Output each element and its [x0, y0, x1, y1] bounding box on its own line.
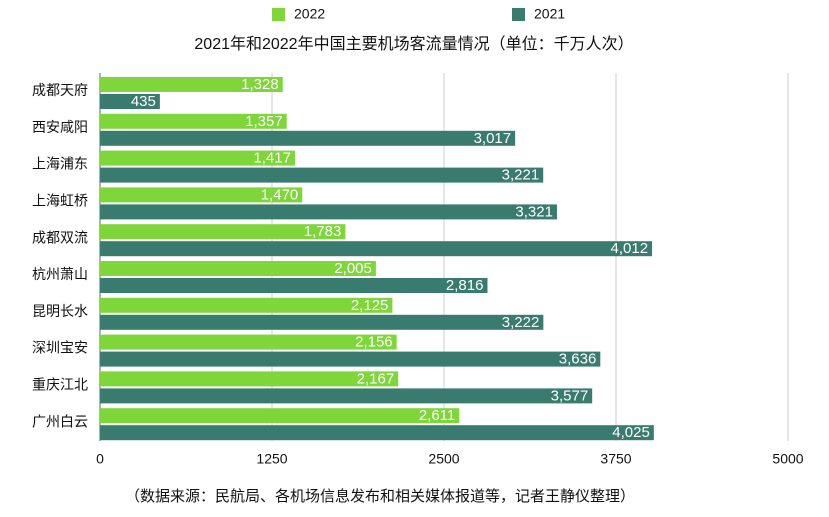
value-label: 1,357 — [245, 113, 283, 130]
bar — [100, 261, 376, 276]
bar — [100, 388, 593, 404]
value-label: 3,222 — [502, 314, 540, 331]
value-label: 2,156 — [355, 334, 393, 351]
y-tick-label: 上海虹桥 — [32, 193, 88, 209]
y-tick-label: 深圳宝安 — [32, 340, 88, 356]
value-label: 2,611 — [419, 407, 455, 424]
value-label: 2,167 — [357, 370, 395, 387]
bar — [100, 224, 346, 240]
y-tick-label: 昆明长水 — [32, 303, 88, 319]
value-label: 2,125 — [351, 297, 389, 314]
bar — [100, 187, 303, 203]
y-tick-label: 杭州萧山 — [32, 266, 88, 282]
bar — [100, 351, 601, 367]
bar — [100, 167, 544, 183]
bar — [100, 297, 393, 313]
y-tick-label: 重庆江北 — [32, 377, 88, 393]
value-label: 2,005 — [334, 260, 372, 277]
y-tick-label: 广州白云 — [32, 413, 88, 429]
value-label: 1,470 — [261, 186, 299, 203]
bar — [100, 425, 654, 441]
x-tick-label: 3750 — [600, 451, 631, 467]
value-label: 3,636 — [559, 351, 597, 368]
x-tick-label: 2500 — [428, 451, 459, 467]
value-label: 4,012 — [611, 240, 649, 257]
x-tick-label: 1250 — [256, 451, 287, 467]
value-label: 1,328 — [241, 76, 279, 93]
value-label: 435 — [131, 93, 156, 110]
value-label: 1,417 — [253, 150, 291, 167]
legend-label: 2021 — [534, 6, 565, 22]
y-tick-label: 成都双流 — [32, 229, 88, 245]
legend-swatch — [272, 8, 285, 21]
legend-label: 2022 — [294, 6, 325, 22]
value-label: 3,017 — [474, 130, 512, 147]
x-tick-label: 0 — [96, 451, 104, 467]
value-label: 1,783 — [304, 223, 342, 240]
bar — [100, 94, 160, 109]
bar — [100, 371, 399, 387]
value-label: 3,577 — [551, 387, 589, 404]
bar — [100, 113, 287, 129]
value-label: 3,321 — [515, 203, 553, 220]
bar — [100, 314, 544, 330]
value-label: 3,221 — [502, 167, 540, 184]
chart-title: 2021年和2022年中国主要机场客流量情况（单位：千万人次） — [194, 35, 633, 53]
bar — [100, 241, 653, 257]
bar — [100, 204, 557, 220]
bar — [100, 130, 516, 146]
value-label: 4,025 — [612, 424, 650, 441]
bar — [100, 334, 397, 350]
y-tick-label: 上海浦东 — [32, 156, 88, 172]
value-label: 2,816 — [446, 277, 484, 294]
legend-swatch — [512, 8, 525, 21]
y-tick-label: 成都天府 — [32, 82, 88, 98]
chart-note: （数据来源：民航局、各机场信息发布和相关媒体报道等，记者王静仪整理） — [125, 487, 635, 505]
x-tick-label: 5000 — [772, 451, 803, 467]
y-tick-label: 西安咸阳 — [32, 119, 88, 135]
bar — [100, 150, 295, 166]
bar — [100, 408, 460, 424]
bar — [100, 77, 283, 92]
bar — [100, 278, 488, 293]
